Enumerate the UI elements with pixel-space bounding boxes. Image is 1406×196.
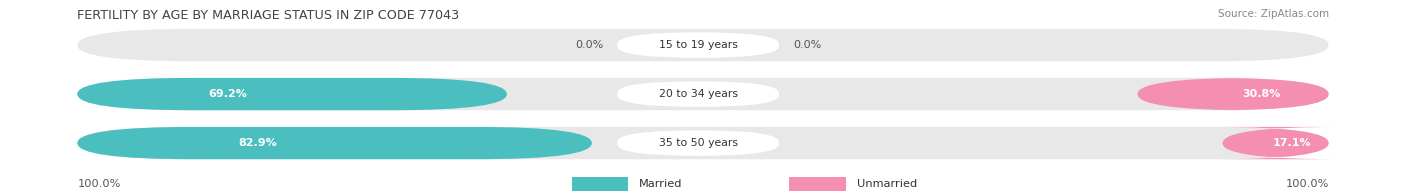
Text: 17.1%: 17.1% xyxy=(1272,138,1310,148)
Text: 15 to 19 years: 15 to 19 years xyxy=(658,40,738,50)
Text: 100.0%: 100.0% xyxy=(1285,179,1329,189)
Text: Unmarried: Unmarried xyxy=(858,179,917,189)
Text: 69.2%: 69.2% xyxy=(208,89,247,99)
Text: Married: Married xyxy=(638,179,682,189)
Text: FERTILITY BY AGE BY MARRIAGE STATUS IN ZIP CODE 77043: FERTILITY BY AGE BY MARRIAGE STATUS IN Z… xyxy=(77,9,460,22)
FancyBboxPatch shape xyxy=(77,78,1329,110)
Text: 35 to 50 years: 35 to 50 years xyxy=(658,138,738,148)
FancyBboxPatch shape xyxy=(77,127,592,159)
FancyBboxPatch shape xyxy=(790,177,846,191)
FancyBboxPatch shape xyxy=(1212,127,1339,159)
Text: Source: ZipAtlas.com: Source: ZipAtlas.com xyxy=(1218,9,1329,19)
Text: 0.0%: 0.0% xyxy=(575,40,603,50)
Text: 100.0%: 100.0% xyxy=(77,179,121,189)
FancyBboxPatch shape xyxy=(77,78,508,110)
Text: 0.0%: 0.0% xyxy=(793,40,821,50)
FancyBboxPatch shape xyxy=(617,32,779,58)
FancyBboxPatch shape xyxy=(571,177,627,191)
FancyBboxPatch shape xyxy=(617,130,779,156)
Text: 20 to 34 years: 20 to 34 years xyxy=(658,89,738,99)
Text: 82.9%: 82.9% xyxy=(238,138,277,148)
FancyBboxPatch shape xyxy=(617,81,779,107)
Text: 30.8%: 30.8% xyxy=(1243,89,1281,99)
FancyBboxPatch shape xyxy=(77,29,1329,61)
FancyBboxPatch shape xyxy=(1137,78,1329,110)
FancyBboxPatch shape xyxy=(77,127,1329,159)
